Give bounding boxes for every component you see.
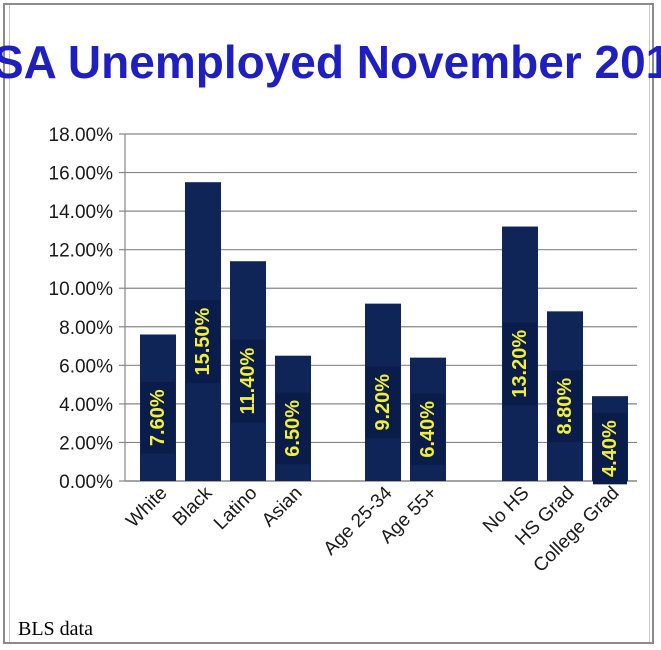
y-tick-label: 14.00% [49, 202, 114, 223]
data-label: 4.40% [599, 420, 621, 477]
y-axis-ticks: 0.00% 2.00% 4.00% 6.00% 8.00% 10.00% 12.00% 14.… [49, 125, 114, 493]
x-tick-label: Age 25-34 [320, 482, 397, 559]
data-label: 6.40% [417, 401, 439, 458]
data-label-box [548, 370, 582, 442]
source-note: BLS data [18, 618, 93, 640]
chart-title: USA Unemployed November 2011 [0, 36, 661, 88]
data-label-box [503, 322, 537, 406]
chart-frame [3, 3, 654, 644]
chart-frame-inner [9, 5, 650, 642]
bars: 7.60% 15.50% 11.40% 6.50% 9.20% 6.40% 13.20% 8.… [140, 182, 628, 485]
data-label-box [276, 392, 310, 465]
y-tick-label: 18.00% [49, 125, 114, 146]
y-tick-label: 0.00% [59, 472, 113, 493]
y-tick-label: 12.00% [49, 241, 114, 262]
y-tick-label: 2.00% [59, 433, 113, 454]
y-tick-label: 10.00% [49, 279, 114, 300]
data-label: 11.40% [237, 348, 259, 415]
y-tick-label: 16.00% [49, 164, 114, 185]
data-label: 6.50% [282, 400, 304, 457]
data-label: 7.60% [147, 389, 169, 446]
data-label-box [593, 412, 627, 485]
y-tick-label: 4.00% [59, 395, 113, 416]
data-label: 9.20% [372, 374, 394, 431]
data-label-box [366, 366, 400, 439]
data-label: 15.50% [192, 307, 214, 375]
data-label-box [186, 300, 220, 384]
y-tick-label: 6.00% [59, 356, 113, 377]
data-label-box [231, 339, 265, 423]
data-label-box [411, 393, 445, 466]
x-tick-label: Black [169, 482, 217, 530]
data-label-box [141, 381, 175, 454]
x-tick-label: Asian [258, 483, 306, 531]
data-label: 13.20% [509, 330, 531, 398]
x-tick-label: White [122, 483, 171, 532]
x-tick-label: Latino [210, 483, 261, 534]
data-label: 8.80% [554, 378, 576, 435]
y-tick-label: 8.00% [59, 318, 113, 339]
